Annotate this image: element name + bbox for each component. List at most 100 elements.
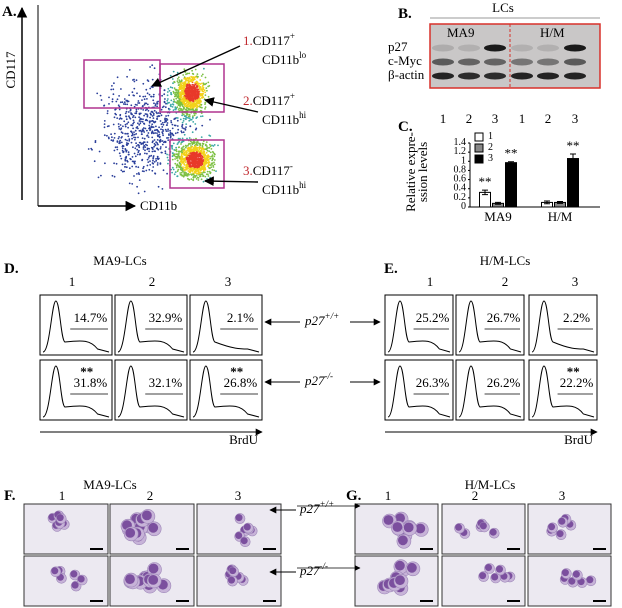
event-dot bbox=[182, 90, 185, 93]
event-dot bbox=[151, 169, 154, 172]
event-dot bbox=[188, 94, 191, 97]
event-dot bbox=[176, 170, 179, 173]
event-dot bbox=[200, 100, 202, 103]
event-dot bbox=[206, 170, 209, 173]
event-dot bbox=[168, 89, 171, 92]
event-dot bbox=[176, 102, 179, 105]
event-dot bbox=[188, 137, 191, 139]
percentage: 32.1% bbox=[149, 375, 183, 390]
event-dot bbox=[147, 132, 150, 134]
nucleus bbox=[229, 567, 237, 575]
error-bar bbox=[495, 201, 501, 205]
event-dot bbox=[128, 138, 131, 141]
event-dot bbox=[148, 93, 151, 96]
event-dot bbox=[152, 156, 155, 159]
event-dot bbox=[137, 136, 139, 139]
event-dot bbox=[185, 164, 188, 167]
event-dot bbox=[159, 146, 162, 148]
event-dot bbox=[171, 103, 174, 105]
lane-label: 3 bbox=[572, 111, 579, 126]
event-dot bbox=[128, 182, 131, 185]
event-dot bbox=[185, 163, 188, 166]
event-dot bbox=[171, 127, 174, 130]
event-dot bbox=[178, 99, 181, 102]
event-dot bbox=[190, 178, 193, 181]
event-dot bbox=[120, 141, 123, 144]
text-part: 2 bbox=[149, 274, 156, 289]
event-dot bbox=[131, 165, 134, 168]
event-dot bbox=[192, 173, 195, 176]
event-dot bbox=[155, 159, 158, 162]
event-dot bbox=[120, 127, 123, 130]
event-dot bbox=[192, 153, 195, 156]
y-tick-label: 0 bbox=[461, 201, 466, 212]
event-dot bbox=[196, 166, 199, 169]
event-dot bbox=[188, 93, 191, 95]
event-dot bbox=[145, 118, 148, 121]
event-dot bbox=[133, 121, 135, 124]
legend-label: 1 bbox=[488, 131, 493, 142]
event-dot bbox=[133, 80, 136, 83]
panel-label: B. bbox=[398, 6, 412, 22]
event-dot bbox=[159, 147, 162, 150]
event-dot bbox=[159, 112, 162, 115]
event-dot bbox=[140, 143, 143, 146]
event-dot bbox=[184, 166, 187, 169]
event-dot bbox=[179, 166, 182, 169]
event-dot bbox=[170, 99, 173, 102]
event-dot bbox=[169, 135, 172, 138]
event-dot bbox=[149, 160, 151, 163]
blot-band bbox=[458, 72, 480, 80]
nucleus bbox=[558, 517, 566, 525]
event-dot bbox=[199, 152, 202, 155]
column-label: 2 bbox=[502, 274, 509, 289]
protein-label: β-actin bbox=[388, 67, 425, 82]
event-dot bbox=[192, 115, 194, 117]
event-dot bbox=[170, 121, 173, 124]
event-dot bbox=[112, 93, 115, 96]
event-dot bbox=[134, 138, 136, 141]
event-dot bbox=[134, 136, 137, 139]
event-dot bbox=[203, 156, 206, 158]
event-dot bbox=[167, 159, 170, 162]
event-dot bbox=[184, 90, 186, 92]
event-dot bbox=[110, 133, 112, 136]
event-dot bbox=[151, 86, 154, 89]
text-part: CD11b bbox=[140, 198, 177, 213]
lane-label: 1 bbox=[440, 111, 447, 126]
event-dot bbox=[204, 76, 207, 79]
panel-title: MA9-LCs bbox=[93, 253, 146, 268]
event-dot bbox=[211, 169, 214, 171]
event-dot bbox=[197, 163, 200, 166]
event-dot bbox=[201, 155, 204, 158]
event-dot bbox=[117, 137, 120, 140]
event-dot bbox=[193, 97, 196, 100]
event-dot bbox=[180, 173, 183, 176]
event-dot bbox=[186, 149, 189, 152]
text-part: ** bbox=[567, 364, 580, 379]
event-dot bbox=[191, 102, 194, 105]
event-dot bbox=[205, 162, 208, 165]
event-dot bbox=[155, 125, 157, 128]
event-dot bbox=[166, 99, 169, 102]
event-dot bbox=[204, 101, 207, 104]
event-dot bbox=[146, 158, 149, 161]
event-dot bbox=[133, 78, 135, 81]
event-dot bbox=[184, 146, 187, 149]
text-part: 2 bbox=[147, 488, 154, 503]
event-dot bbox=[190, 98, 192, 101]
event-dot bbox=[143, 170, 145, 173]
event-dot bbox=[194, 145, 197, 148]
event-dot bbox=[195, 172, 198, 175]
nucleus bbox=[489, 528, 497, 536]
event-dot bbox=[173, 98, 175, 101]
event-dot bbox=[175, 166, 178, 169]
event-dot bbox=[170, 93, 173, 96]
event-dot bbox=[180, 88, 183, 90]
event-dot bbox=[203, 161, 206, 164]
event-dot bbox=[151, 110, 153, 113]
event-dot bbox=[145, 113, 148, 116]
event-dot bbox=[142, 95, 145, 98]
nucleus bbox=[568, 577, 576, 585]
text-part: 0.6 bbox=[454, 174, 467, 185]
